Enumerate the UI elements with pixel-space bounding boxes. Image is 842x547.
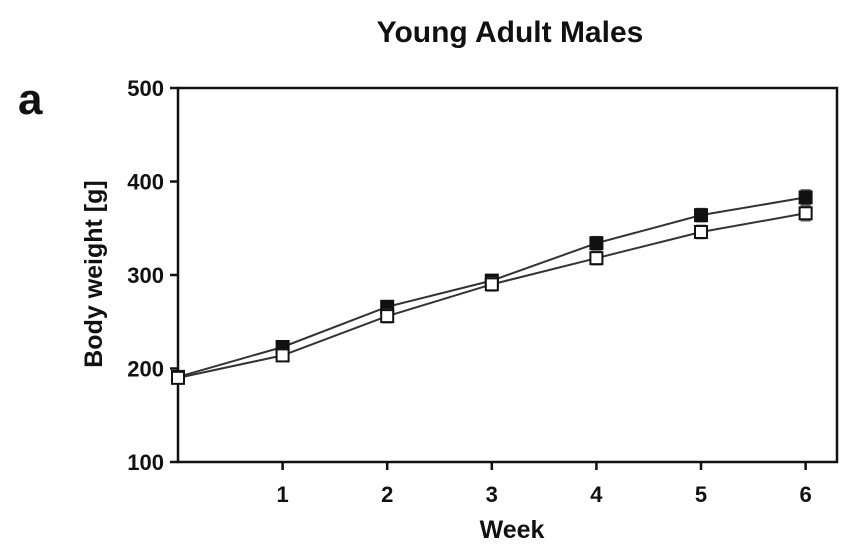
open-square-marker (275, 348, 290, 363)
filled-square-marker (798, 190, 813, 205)
open-square-marker (380, 309, 395, 324)
open-square-marker (694, 224, 709, 239)
series-2 (171, 205, 813, 385)
x-tick-label: 4 (590, 482, 603, 507)
open-square-marker (798, 206, 813, 221)
series-line (177, 212, 806, 379)
x-tick-label: 3 (486, 482, 498, 507)
filled-square-marker (694, 208, 709, 223)
x-axis-label: Week (480, 516, 545, 544)
y-tick-label: 100 (127, 450, 164, 475)
open-square-marker (484, 277, 499, 292)
x-tick-label: 1 (276, 482, 288, 507)
x-tick-label: 5 (695, 482, 707, 507)
series-group (171, 189, 813, 385)
panel-label: a (18, 75, 43, 124)
y-tick-label: 500 (127, 76, 164, 101)
x-tick-label: 6 (799, 482, 811, 507)
open-square-marker (171, 370, 185, 385)
y-axis-label: Body weight [g] (80, 180, 108, 367)
x-tick-label: 2 (381, 482, 393, 507)
open-square-marker (589, 251, 604, 266)
y-tick-label: 300 (127, 263, 164, 288)
y-tick-label: 200 (127, 357, 164, 382)
filled-square-marker (589, 236, 604, 251)
y-tick-label: 400 (127, 170, 164, 195)
axes: 100 200 300 400 500 1 2 3 4 5 6 (127, 76, 839, 507)
chart-title: Young Adult Males (377, 16, 644, 49)
